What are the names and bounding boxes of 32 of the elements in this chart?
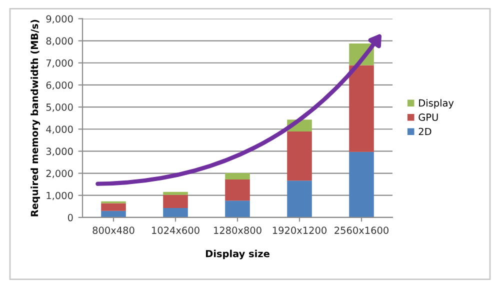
bar bbox=[225, 179, 250, 201]
x-tick-label: 1920x1200 bbox=[272, 226, 326, 234]
bar bbox=[163, 208, 188, 218]
x-tick-label: 1024x600 bbox=[152, 226, 200, 234]
x-axis-title: Display size bbox=[206, 250, 270, 260]
bar bbox=[349, 152, 374, 218]
y-axis-title: Required memory bandwidth (MB/s) bbox=[30, 20, 40, 216]
x-tick-label: 2560x1600 bbox=[334, 226, 388, 234]
y-tick-label: 9,000 bbox=[46, 15, 73, 24]
y-tick-label: 1,000 bbox=[46, 192, 73, 200]
y-tick-label: 2,000 bbox=[46, 170, 73, 178]
bar bbox=[349, 65, 374, 152]
x-tick-label: 1280x800 bbox=[214, 226, 262, 234]
bar bbox=[225, 200, 250, 218]
bar bbox=[163, 192, 188, 195]
bar bbox=[101, 210, 126, 218]
bar bbox=[287, 132, 312, 181]
legend-label: GPU bbox=[418, 114, 438, 121]
x-tick-label: 800x480 bbox=[92, 226, 134, 234]
y-tick-label: 5,000 bbox=[46, 104, 73, 112]
bar bbox=[101, 203, 126, 211]
legend-label: Display bbox=[419, 99, 454, 109]
y-tick-label: 4,000 bbox=[46, 126, 73, 134]
bar bbox=[225, 173, 250, 180]
y-tick-label: 8,000 bbox=[46, 37, 73, 46]
y-tick-label: 0 bbox=[68, 214, 73, 222]
legend-label: 2D bbox=[418, 128, 432, 136]
y-tick-label: 3,000 bbox=[46, 148, 73, 156]
bar bbox=[163, 194, 188, 208]
y-tick-label: 7,000 bbox=[46, 59, 73, 68]
bar bbox=[287, 180, 312, 218]
y-tick-label: 6,000 bbox=[46, 81, 73, 90]
